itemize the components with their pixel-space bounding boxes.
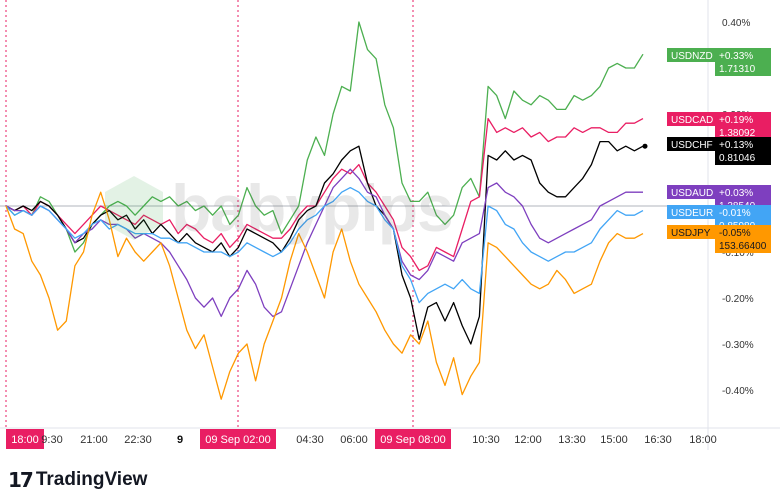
tag-symbol: USDAUD <box>671 188 713 199</box>
price-tag-usdnzd: USDNZD +0.33% 1.71310 <box>667 48 771 76</box>
tag-symbol-box <box>667 48 715 62</box>
tradingview-branding[interactable]: 17 TradingView <box>8 468 147 492</box>
tradingview-logo-icon: 17 <box>8 468 34 492</box>
session-label-box <box>200 429 276 449</box>
price-tag-usdchf: USDCHF +0.13% 0.81046 <box>667 137 771 165</box>
session-markers <box>5 0 414 428</box>
tag-symbol-box <box>667 137 715 151</box>
y-tick-label: 0.40% <box>722 18 750 29</box>
watermark: babypips <box>105 170 454 246</box>
x-tick-label: 22:30 <box>124 434 152 446</box>
tag-symbol-box <box>667 205 715 219</box>
tag-change: +0.33% <box>719 51 753 62</box>
x-tick-label: 9 <box>177 434 183 446</box>
y-tick-label: -0.20% <box>722 294 754 305</box>
price-tag-usdcad: USDCAD +0.19% 1.38092 <box>667 112 771 140</box>
price-tag-usdjpy: USDJPY -0.05% 153.66400 <box>667 225 771 253</box>
x-tick-label: 12:00 <box>514 434 542 446</box>
x-tick-label: 15:00 <box>600 434 628 446</box>
tradingview-name: TradingView <box>35 469 148 490</box>
series-lines <box>5 21 648 400</box>
tag-symbol-box <box>667 112 715 126</box>
x-tick-label: 13:30 <box>558 434 586 446</box>
tag-price: 153.66400 <box>719 241 767 252</box>
session-label-box <box>6 429 44 449</box>
y-tick-label: -0.10% <box>722 248 754 259</box>
session-label: 09 Sep 02:00 <box>205 434 270 446</box>
y-tick-label: -0.30% <box>722 340 754 351</box>
series-line-usdjpy <box>5 191 644 400</box>
watermark-text: babypips <box>171 171 454 245</box>
x-tick-label: 04:30 <box>296 434 324 446</box>
series-line-usdeur <box>5 186 644 304</box>
tag-symbol: USDJPY <box>671 228 711 239</box>
tag-change: -0.05% <box>719 228 751 239</box>
series-line-usdchf <box>5 140 644 345</box>
x-tick-label: 10:30 <box>472 434 500 446</box>
tag-change: -0.01% <box>719 208 751 219</box>
tag-symbol: USDCHF <box>671 140 713 151</box>
x-tick-label: 18:00 <box>689 434 717 446</box>
babypips-logo-icon <box>105 176 163 240</box>
tag-change: +0.03% <box>719 188 753 199</box>
tag-value-box <box>715 112 771 140</box>
tag-symbol: USDEUR <box>671 208 713 219</box>
tag-change: +0.13% <box>719 140 753 151</box>
x-tick-label: 9:30 <box>41 434 62 446</box>
tag-value-box <box>715 225 771 253</box>
tag-symbol: USDNZD <box>671 51 713 62</box>
tag-value-box <box>715 137 771 165</box>
tag-price: 0.81046 <box>719 153 756 164</box>
y-tick-label: -0.40% <box>722 386 754 397</box>
session-label-box <box>375 429 451 449</box>
tag-symbol: USDCAD <box>671 115 713 126</box>
x-tick-label: 21:00 <box>80 434 108 446</box>
x-tick-label: 16:30 <box>644 434 672 446</box>
last-point-dot <box>642 143 648 149</box>
series-line-usdcad <box>5 117 644 272</box>
x-axis: 18:00 09 Sep 02:00 09 Sep 08:00 9:30 21:00 22… <box>6 429 717 449</box>
tag-price: 1.71310 <box>719 64 756 75</box>
tag-value-box <box>715 48 771 76</box>
series-line-usdnzd <box>5 21 644 253</box>
tag-symbol-box <box>667 225 715 239</box>
session-label: 18:00 <box>11 434 39 446</box>
session-label: 09 Sep 08:00 <box>380 434 445 446</box>
x-tick-label: 06:00 <box>340 434 368 446</box>
tag-price: 1.38092 <box>719 128 756 139</box>
tag-change: +0.19% <box>719 115 753 126</box>
tag-symbol-box <box>667 185 715 199</box>
